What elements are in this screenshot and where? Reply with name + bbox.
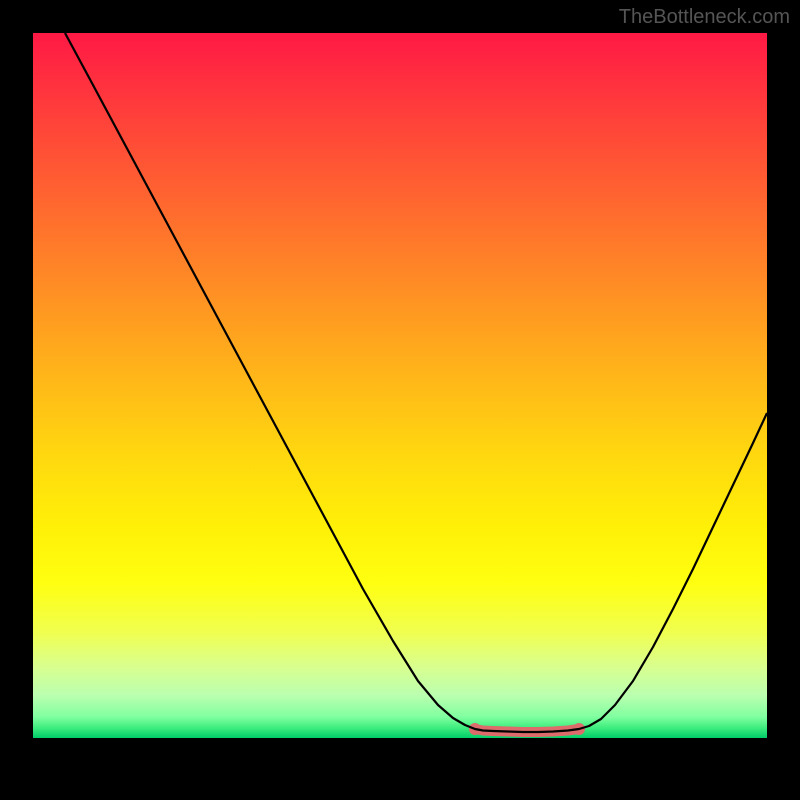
curve-layer (33, 33, 767, 738)
watermark-text: TheBottleneck.com (619, 6, 790, 29)
bottleneck-curve (65, 33, 767, 732)
plot-area (33, 33, 767, 738)
